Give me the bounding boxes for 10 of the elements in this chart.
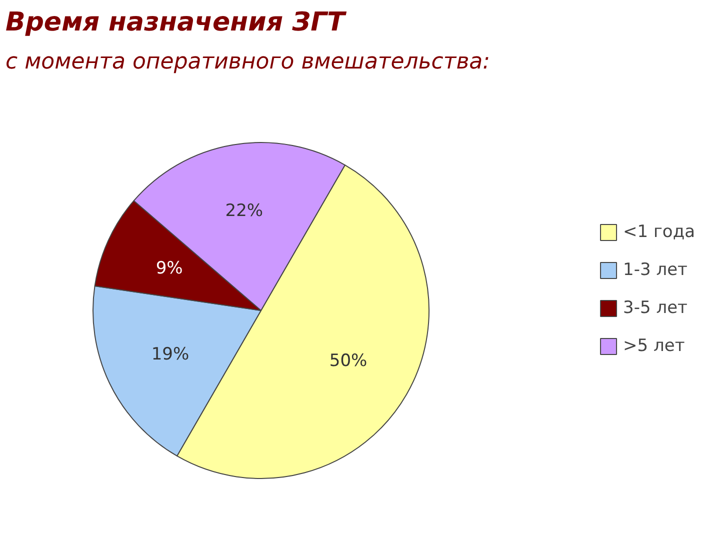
chart-subtitle: с момента оперативного вмешательства: bbox=[6, 50, 490, 74]
data-label: 50% bbox=[329, 350, 368, 371]
chart-title: Время назначения ЗГТ bbox=[6, 8, 348, 38]
data-label: 22% bbox=[225, 201, 264, 222]
legend-label: 1-3 лет bbox=[623, 260, 688, 280]
legend-label: 3-5 лет bbox=[623, 298, 688, 318]
legend-label: >5 лет bbox=[623, 336, 685, 356]
data-label: 9% bbox=[156, 258, 183, 279]
legend-label: <1 года bbox=[623, 222, 695, 242]
data-label: 19% bbox=[151, 344, 190, 364]
